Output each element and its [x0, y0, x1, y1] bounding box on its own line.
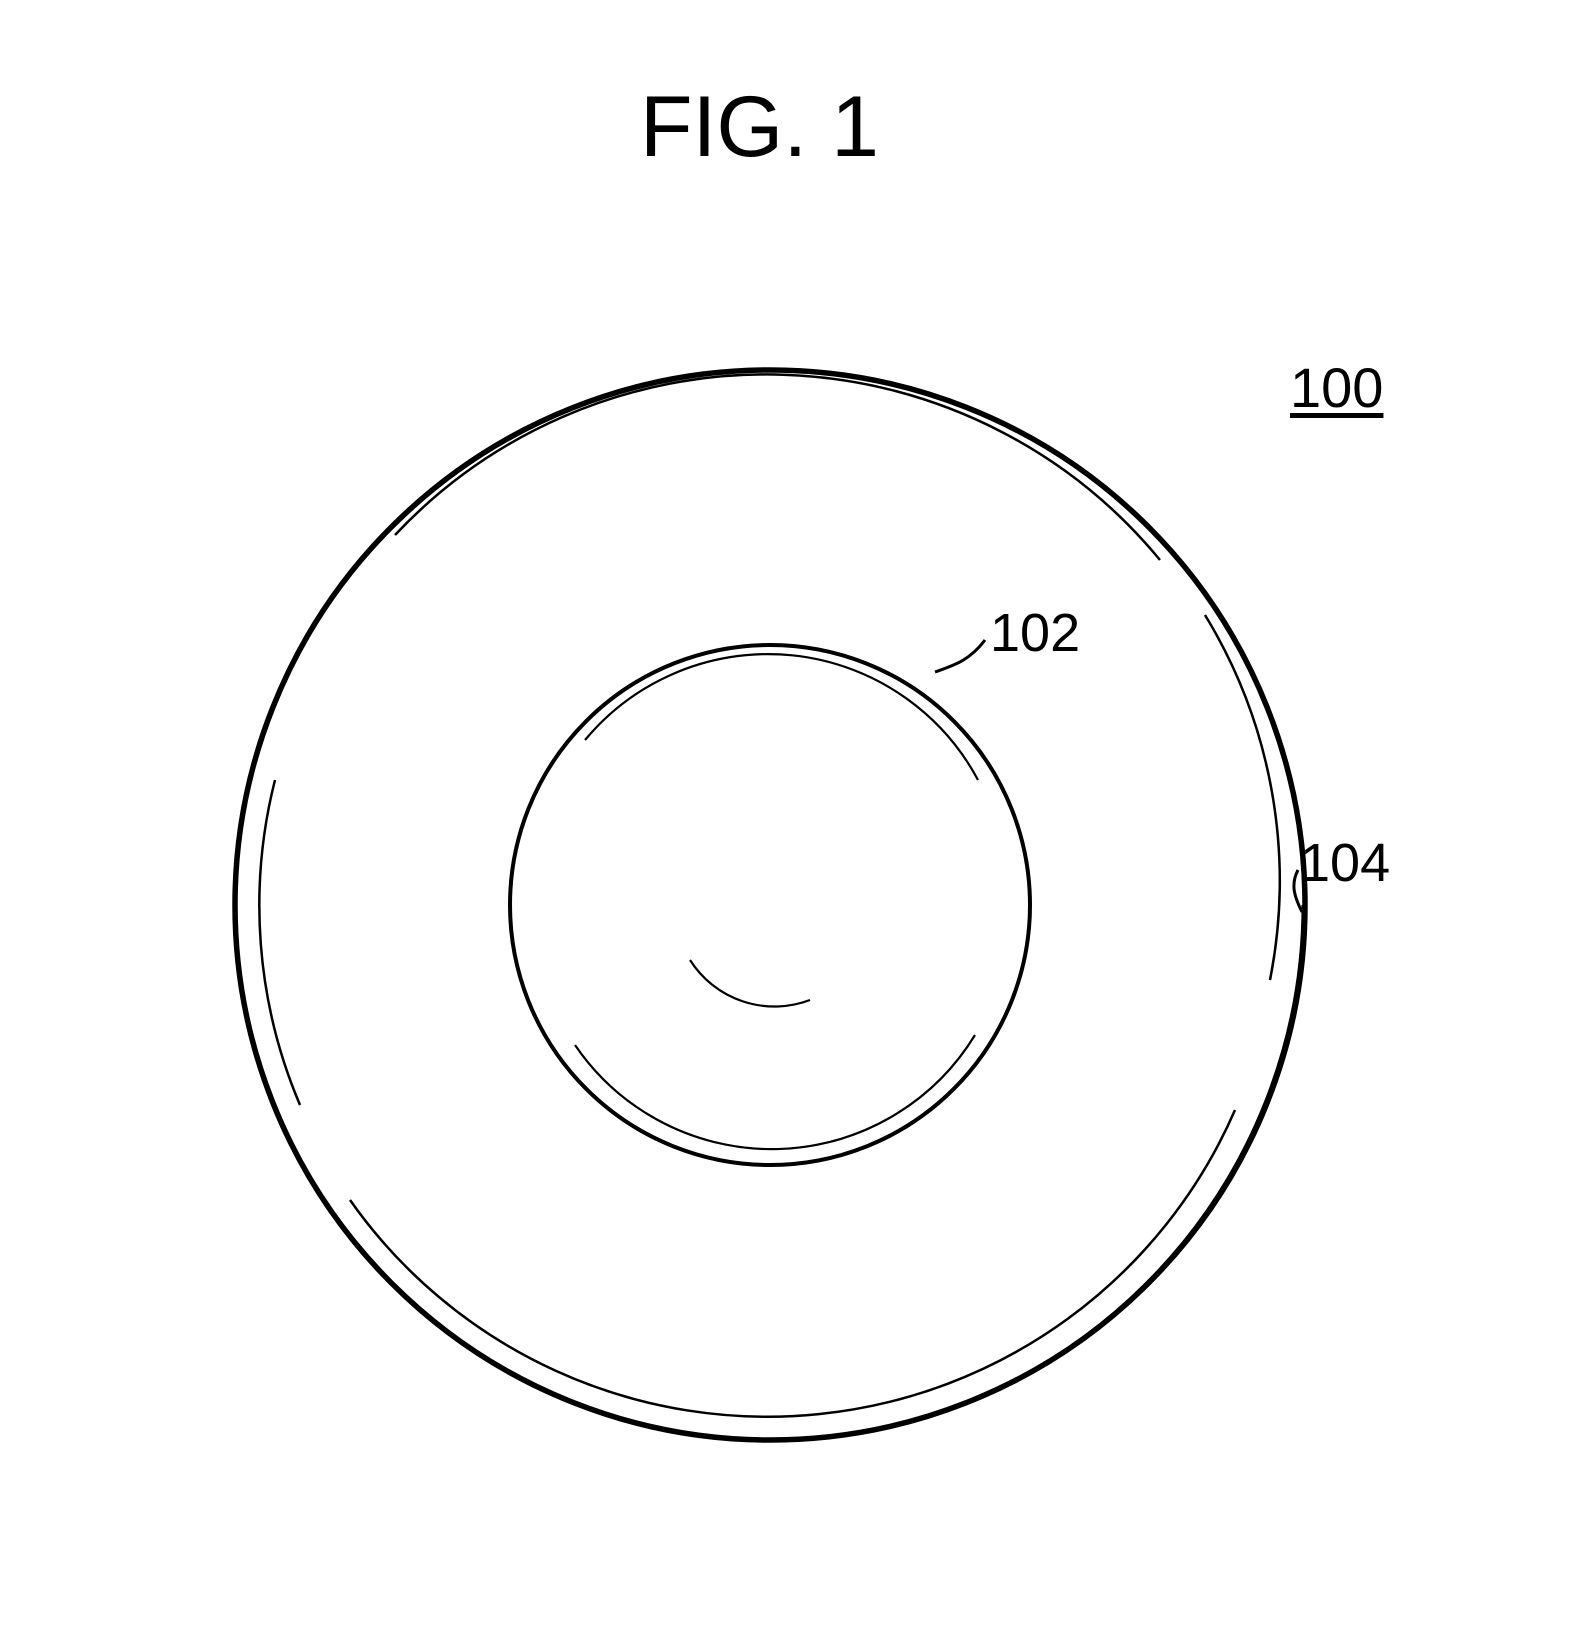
outer-highlight-right: [1205, 615, 1280, 980]
outer-circle-shadow: [770, 905, 1303, 1440]
inner-highlight-bottom: [575, 1035, 975, 1149]
inner-circle: [510, 645, 1030, 1165]
center-reflection: [690, 960, 810, 1007]
leader-102: [935, 640, 985, 672]
leader-104: [1294, 870, 1302, 912]
inner-highlight-top: [585, 654, 978, 780]
inner-circle-shadow: [770, 905, 1030, 1165]
outer-highlight-left: [259, 780, 300, 1105]
outer-highlight-bottom: [350, 1110, 1235, 1417]
lens-drawing: [0, 0, 1596, 1634]
outer-circle: [235, 370, 1305, 1440]
outer-highlight-top: [395, 374, 1160, 560]
figure-page: FIG. 1 100 102 104: [0, 0, 1596, 1634]
